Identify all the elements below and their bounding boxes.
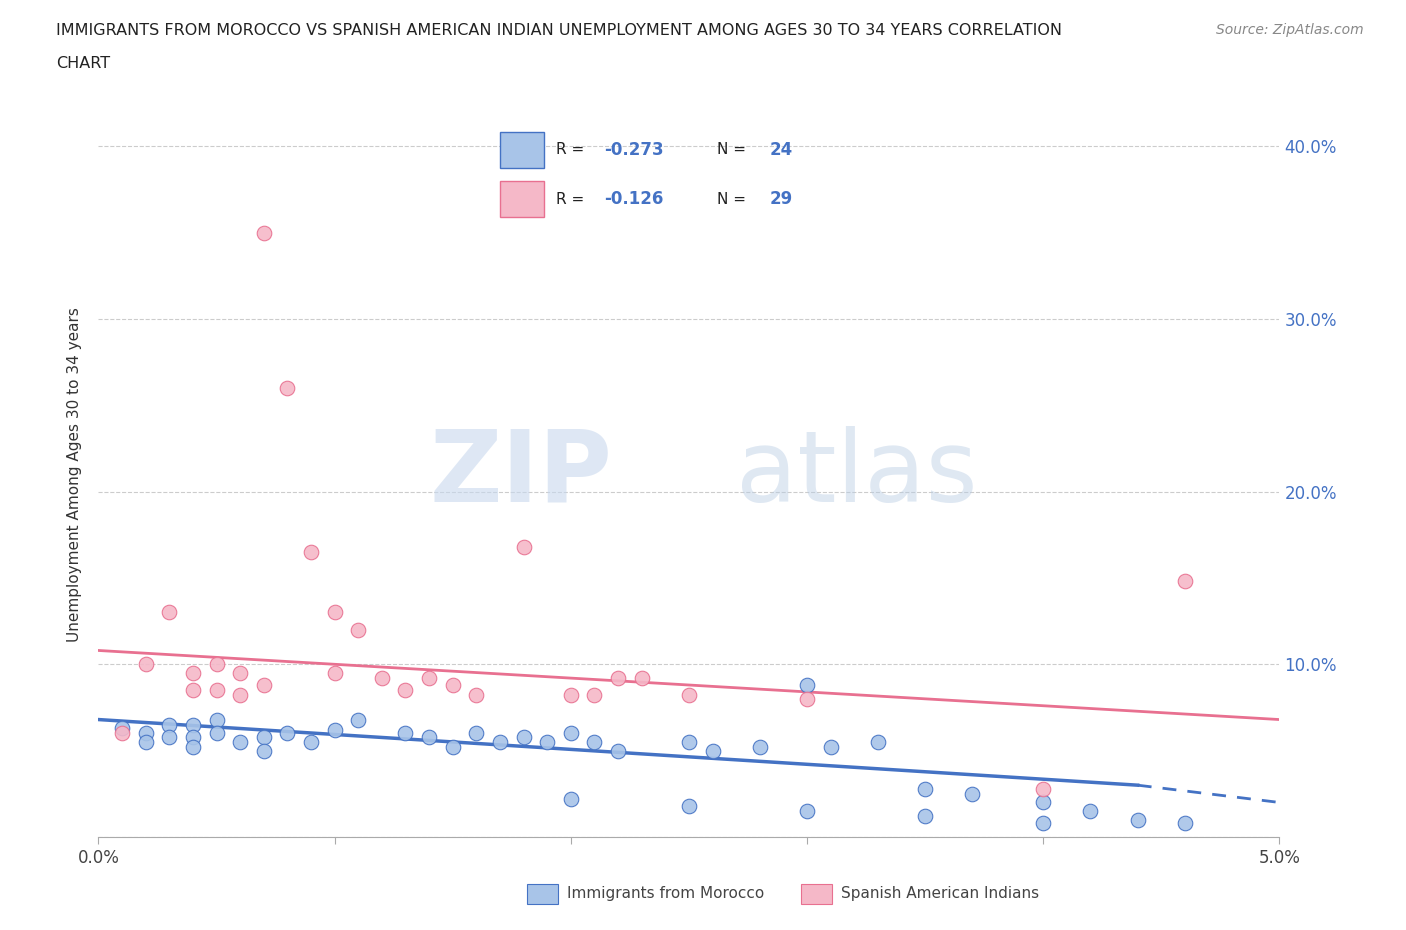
- Point: [914, 781, 936, 796]
- Point: [181, 739, 204, 754]
- Point: [678, 735, 700, 750]
- Point: [323, 666, 346, 681]
- Point: [347, 622, 370, 637]
- Text: Spanish American Indians: Spanish American Indians: [841, 886, 1039, 901]
- Point: [512, 539, 534, 554]
- Point: [157, 717, 180, 732]
- Point: [1032, 781, 1054, 796]
- Point: [418, 729, 440, 744]
- Text: Source: ZipAtlas.com: Source: ZipAtlas.com: [1216, 23, 1364, 37]
- Point: [253, 729, 276, 744]
- Point: [1174, 574, 1197, 589]
- Point: [1174, 816, 1197, 830]
- Point: [748, 739, 770, 754]
- Point: [205, 712, 228, 727]
- Point: [441, 678, 464, 693]
- Point: [276, 726, 298, 741]
- Point: [583, 688, 606, 703]
- Point: [111, 726, 134, 741]
- Point: [394, 683, 416, 698]
- Point: [205, 683, 228, 698]
- Point: [607, 743, 630, 758]
- Point: [630, 671, 652, 685]
- Point: [796, 804, 818, 818]
- Point: [111, 721, 134, 736]
- Point: [418, 671, 440, 685]
- Point: [441, 739, 464, 754]
- Point: [1126, 812, 1149, 827]
- Point: [135, 726, 157, 741]
- Point: [962, 787, 984, 802]
- Point: [1032, 795, 1054, 810]
- Point: [229, 666, 252, 681]
- Point: [299, 545, 322, 560]
- Point: [914, 809, 936, 824]
- Point: [678, 799, 700, 814]
- Point: [135, 735, 157, 750]
- Point: [253, 743, 276, 758]
- Point: [560, 688, 582, 703]
- Point: [181, 729, 204, 744]
- Point: [135, 657, 157, 671]
- Point: [536, 735, 558, 750]
- Point: [512, 729, 534, 744]
- Point: [276, 380, 298, 395]
- Point: [465, 688, 488, 703]
- Point: [820, 739, 842, 754]
- Point: [1080, 804, 1102, 818]
- Point: [583, 735, 606, 750]
- Point: [253, 678, 276, 693]
- Point: [866, 735, 889, 750]
- Point: [181, 666, 204, 681]
- Text: atlas: atlas: [737, 426, 977, 523]
- Point: [371, 671, 394, 685]
- Y-axis label: Unemployment Among Ages 30 to 34 years: Unemployment Among Ages 30 to 34 years: [67, 307, 83, 642]
- Point: [229, 735, 252, 750]
- Text: ZIP: ZIP: [429, 426, 612, 523]
- Point: [796, 691, 818, 706]
- Point: [702, 743, 724, 758]
- Point: [678, 688, 700, 703]
- Point: [157, 729, 180, 744]
- Point: [560, 791, 582, 806]
- Point: [607, 671, 630, 685]
- Point: [323, 605, 346, 620]
- Text: CHART: CHART: [56, 56, 110, 71]
- Point: [323, 723, 346, 737]
- Point: [299, 735, 322, 750]
- Point: [465, 726, 488, 741]
- Point: [205, 657, 228, 671]
- Point: [253, 225, 276, 240]
- Point: [394, 726, 416, 741]
- Point: [1032, 816, 1054, 830]
- Point: [229, 688, 252, 703]
- Point: [796, 678, 818, 693]
- Text: Immigrants from Morocco: Immigrants from Morocco: [567, 886, 763, 901]
- Point: [347, 712, 370, 727]
- Point: [157, 605, 180, 620]
- Point: [181, 717, 204, 732]
- Point: [205, 726, 228, 741]
- Point: [560, 726, 582, 741]
- Point: [489, 735, 512, 750]
- Text: IMMIGRANTS FROM MOROCCO VS SPANISH AMERICAN INDIAN UNEMPLOYMENT AMONG AGES 30 TO: IMMIGRANTS FROM MOROCCO VS SPANISH AMERI…: [56, 23, 1063, 38]
- Point: [181, 683, 204, 698]
